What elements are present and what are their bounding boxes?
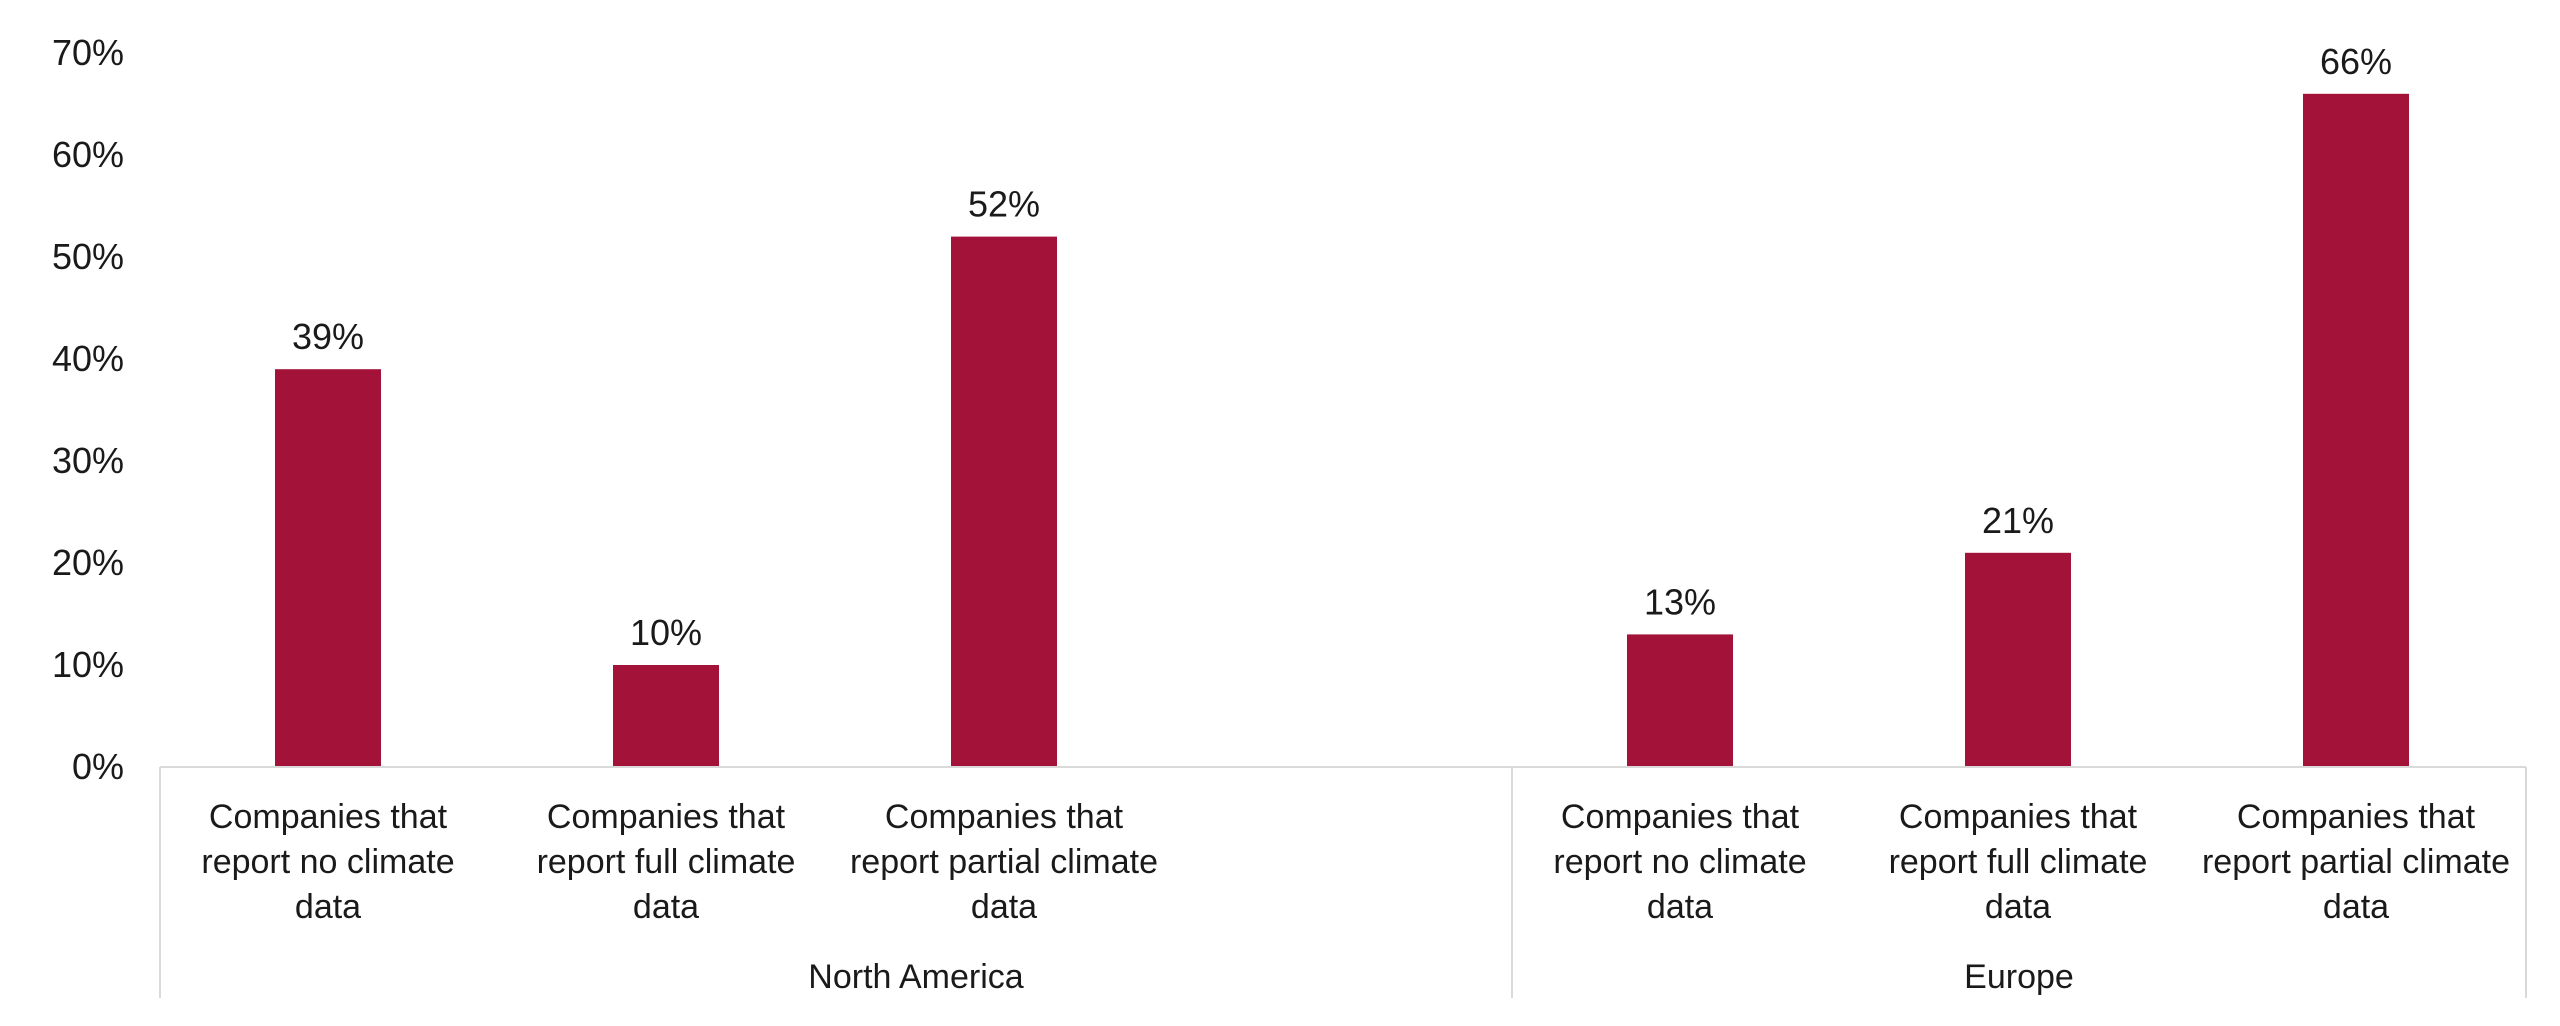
category-labels: Companies that report no climate data Compa…	[201, 798, 2510, 926]
y-tick-label: 0%	[72, 746, 124, 787]
data-label: 39%	[292, 316, 364, 357]
bar	[1627, 634, 1733, 767]
category-label: Companies that report full climate data	[537, 798, 796, 926]
group-label: Europe	[1964, 958, 2074, 996]
group-label: North America	[808, 958, 1023, 996]
category-label: Companies that report full climate data	[1889, 798, 2148, 926]
data-label: 10%	[630, 612, 702, 653]
data-label: 52%	[968, 184, 1040, 225]
y-axis-tick-labels: 0% 10% 20% 30% 40% 50% 60% 70%	[52, 32, 124, 787]
bar	[275, 369, 381, 767]
bars	[275, 93, 2409, 768]
bar	[951, 236, 1057, 768]
category-label: Companies that report no climate data	[201, 798, 454, 926]
y-tick-label: 10%	[52, 644, 124, 685]
data-label: 13%	[1644, 581, 1716, 622]
bar	[613, 665, 719, 767]
group-labels: North America Europe	[808, 958, 2074, 996]
y-tick-label: 70%	[52, 32, 124, 73]
y-tick-label: 30%	[52, 440, 124, 481]
category-label: Companies that report partial climate data	[850, 798, 1158, 926]
y-tick-label: 60%	[52, 134, 124, 175]
y-tick-label: 50%	[52, 236, 124, 277]
data-label: 21%	[1982, 500, 2054, 541]
category-label: Companies that report partial climate data	[2202, 798, 2510, 926]
category-label: Companies that report no climate data	[1553, 798, 1806, 926]
y-tick-label: 40%	[52, 338, 124, 379]
data-label: 66%	[2320, 41, 2392, 82]
axis-lines	[159, 766, 2527, 998]
bar	[2303, 93, 2409, 768]
bar	[1965, 552, 2071, 767]
data-labels: 39% 10% 52% 13% 21% 66%	[292, 41, 2392, 653]
y-tick-label: 20%	[52, 542, 124, 583]
